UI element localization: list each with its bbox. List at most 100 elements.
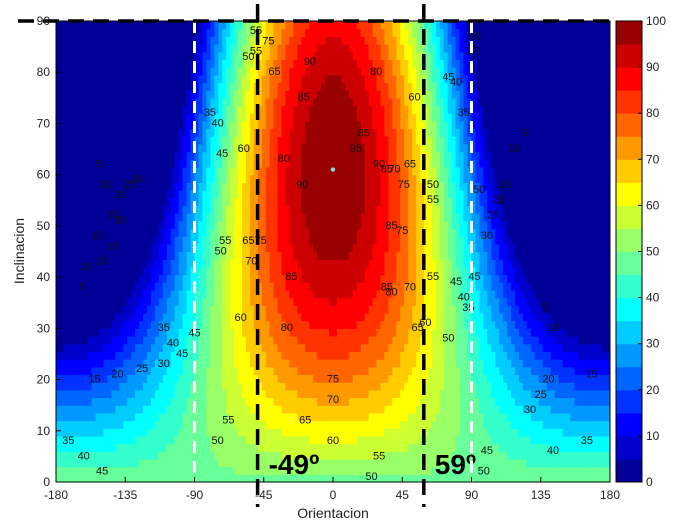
heatmap-cell [530, 289, 536, 299]
heatmap-cell [67, 305, 73, 314]
heatmap-cell [182, 274, 188, 283]
heatmap-cell [376, 312, 382, 322]
heatmap-cell [356, 289, 362, 299]
heatmap-cell [313, 359, 318, 368]
heatmap-cell [376, 274, 382, 283]
heatmap-cell [230, 266, 235, 276]
heatmap-cell [241, 266, 247, 276]
heatmap-cell [257, 451, 263, 460]
heatmap-cell [606, 251, 610, 260]
heatmap-cell [186, 336, 192, 345]
heatmap-cell [570, 228, 575, 237]
heatmap-cell [388, 213, 393, 222]
heatmap-cell [202, 274, 207, 283]
heatmap-cell [554, 451, 560, 460]
heatmap-cell [162, 228, 168, 237]
heatmap-cell [170, 266, 176, 276]
heatmap-cell [598, 412, 603, 422]
heatmap-cell [459, 389, 465, 399]
heatmap-cell [194, 412, 200, 422]
heatmap-cell [190, 389, 196, 399]
heatmap-cell [503, 359, 508, 368]
heatmap-cell [131, 220, 136, 230]
heatmap-cell [431, 220, 437, 230]
heatmap-cell [325, 405, 330, 414]
heatmap-cell [570, 374, 575, 383]
heatmap-cell [495, 289, 500, 299]
heatmap-cell [360, 312, 366, 322]
heatmap-cell [210, 451, 215, 460]
heatmap-cell [515, 251, 520, 260]
heatmap-cell [115, 205, 120, 214]
heatmap-cell [586, 382, 591, 391]
heatmap-cell [178, 243, 184, 253]
heatmap-cell [598, 266, 603, 276]
heatmap-cell [222, 343, 227, 352]
heatmap-cell [265, 213, 271, 222]
heatmap-cell [178, 228, 184, 237]
heatmap-cell [178, 428, 184, 437]
heatmap-cell [574, 451, 579, 460]
heatmap-cell [87, 374, 93, 383]
heatmap-cell [99, 359, 105, 368]
heatmap-cell [293, 336, 298, 345]
heatmap-cell [586, 412, 591, 422]
heatmap-cell [257, 405, 263, 414]
heatmap-cell [186, 412, 192, 422]
heatmap-cell [245, 205, 251, 214]
heatmap-cell [550, 451, 556, 460]
heatmap-cell [483, 443, 488, 452]
heatmap-cell [139, 205, 144, 214]
heatmap-cell [83, 289, 89, 299]
heatmap-cell [119, 205, 124, 214]
heatmap-cell [123, 205, 128, 214]
heatmap-cell [392, 443, 397, 452]
heatmap-cell [566, 366, 572, 376]
heatmap-cell [202, 289, 207, 299]
heatmap-cell [273, 259, 279, 268]
heatmap-cell [483, 251, 488, 260]
heatmap-cell [107, 243, 112, 253]
heatmap-cell [515, 320, 520, 329]
heatmap-cell [150, 213, 156, 222]
heatmap-cell [526, 397, 532, 406]
heatmap-cell [226, 220, 231, 230]
heatmap-cell [245, 397, 251, 406]
heatmap-cell [380, 474, 386, 482]
heatmap-cell [503, 305, 508, 314]
heatmap-cell [297, 213, 302, 222]
heatmap-cell [277, 312, 283, 322]
heatmap-cell [115, 405, 120, 414]
heatmap-cell [301, 328, 306, 337]
heatmap-cell [344, 435, 350, 445]
heatmap-cell [360, 359, 366, 368]
heatmap-cell [289, 405, 295, 414]
heatmap-cell [170, 243, 176, 253]
heatmap-cell [530, 228, 536, 237]
heatmap-cell [317, 443, 322, 452]
heatmap-cell [202, 366, 207, 376]
heatmap-cell [566, 274, 572, 283]
heatmap-cell [238, 305, 243, 314]
heatmap-cell [127, 297, 132, 306]
heatmap-cell [424, 466, 429, 475]
heatmap-cell [269, 351, 275, 360]
heatmap-cell [115, 220, 120, 230]
heatmap-cell [380, 305, 386, 314]
heatmap-cell [526, 428, 532, 437]
heatmap-cell [499, 220, 504, 230]
heatmap-cell [182, 466, 188, 475]
heatmap-cell [487, 274, 492, 283]
heatmap-cell [408, 389, 413, 399]
heatmap-cell [586, 366, 591, 376]
heatmap-cell [447, 282, 453, 291]
heatmap-cell [518, 213, 524, 222]
heatmap-cell [91, 443, 97, 452]
heatmap-cell [297, 220, 302, 230]
heatmap-cell [518, 251, 524, 260]
heatmap-cell [447, 266, 453, 276]
heatmap-cell [360, 220, 366, 230]
heatmap-cell [475, 389, 481, 399]
heatmap-cell [344, 259, 350, 268]
heatmap-cell [182, 428, 188, 437]
